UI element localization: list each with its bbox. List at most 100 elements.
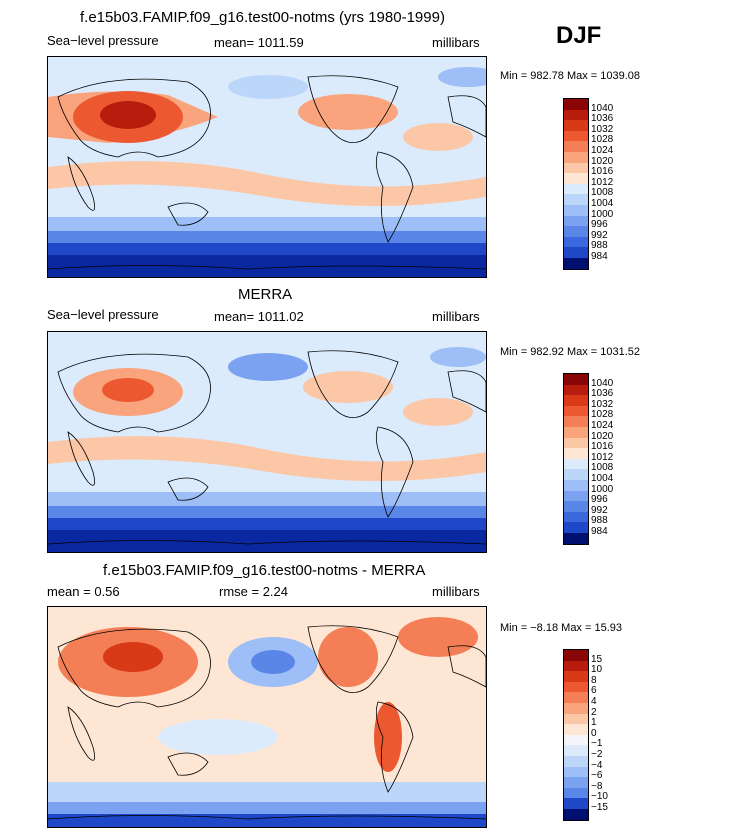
colorbar-tick-label: 0 [591, 727, 597, 739]
colorbar-tick-label: 1036 [591, 388, 614, 400]
colorbar-swatch [564, 437, 588, 449]
colorbar-tick-label: −4 [591, 759, 603, 771]
colorbar-tick-label: −2 [591, 749, 603, 760]
colorbar-swatch [564, 511, 588, 523]
panel1-band-4 [48, 255, 486, 277]
colorbar-swatch [564, 173, 588, 184]
panel1-title: f.e15b03.FAMIP.f09_g16.test00-notms (yrs… [80, 9, 445, 26]
colorbar-tick-label: 1 [591, 717, 597, 729]
colorbar-tick-label: 1004 [591, 473, 614, 484]
colorbar-swatch [564, 660, 588, 672]
colorbar-tick-label: 984 [591, 251, 608, 262]
panel2-right-label: millibars [432, 309, 480, 324]
colorbar-tick-label: 10 [591, 664, 603, 676]
colorbar-tick-label: 1020 [591, 430, 614, 442]
colorbar-swatch [564, 734, 588, 746]
panel1-coastlines [48, 75, 486, 270]
panel1-band-3 [48, 243, 486, 255]
colorbar-tick-label: 1012 [591, 451, 614, 463]
colorbar-tick-label: 1028 [591, 409, 614, 421]
colorbar-swatch [564, 724, 588, 735]
colorbar-swatch [564, 745, 588, 756]
panel1-band-1 [48, 217, 486, 231]
colorbar-tick-label: 1028 [591, 134, 614, 146]
colorbar-swatch [564, 650, 588, 661]
colorbar-swatch [564, 490, 588, 502]
colorbar-tick-label: 2 [591, 706, 597, 718]
colorbar-swatch [564, 532, 588, 544]
panel1-na-high [298, 94, 398, 130]
colorbar-swatch [564, 787, 588, 799]
colorbar-tick-label: 1036 [591, 113, 614, 125]
colorbar-swatch [564, 501, 588, 512]
colorbar-swatch [564, 374, 588, 385]
panel1-band-2 [48, 231, 486, 243]
colorbar-tick-label: 1008 [591, 187, 614, 199]
panel2-na-high [303, 371, 393, 403]
panel3-title: f.e15b03.FAMIP.f09_g16.test00-notms - ME… [103, 562, 426, 579]
panel2-siberian-core [102, 378, 154, 402]
panel2-band-2 [48, 506, 486, 518]
colorbar-swatch [564, 395, 588, 406]
panel2-band-4 [48, 530, 486, 552]
colorbar-swatch [564, 671, 588, 682]
panel2-band-1 [48, 492, 486, 506]
colorbar-swatch [564, 681, 588, 693]
colorbar-swatch [564, 194, 588, 205]
colorbar-tick-label: 1020 [591, 155, 614, 167]
panel1-map [47, 56, 487, 278]
colorbar-tick-label: 1032 [591, 398, 614, 410]
colorbar-tick-label: −15 [591, 802, 608, 813]
colorbar-tick-label: 1024 [591, 145, 614, 156]
panel3-asia-core [103, 642, 163, 672]
panel2-atlantic-high [403, 398, 473, 426]
panel3-center-label: rmse = 2.24 [219, 584, 289, 599]
colorbar-tick-label: 8 [591, 674, 597, 686]
colorbar-swatch [564, 755, 588, 767]
colorbar-tick-label: 1008 [591, 462, 614, 474]
panel1-right-label: millibars [432, 35, 480, 50]
colorbar-swatch [564, 405, 588, 417]
colorbar-swatch [564, 236, 588, 248]
colorbar-tick-label: 992 [591, 229, 608, 241]
colorbar-tick-label: 1032 [591, 123, 614, 135]
panel2-band-3 [48, 518, 486, 530]
colorbar-swatch [564, 416, 588, 427]
colorbar-tick-label: 996 [591, 219, 608, 231]
panel2-colorbar [563, 373, 589, 545]
panel1-colorbar [563, 98, 589, 270]
panel3-na-positive [318, 627, 378, 687]
colorbar-swatch [564, 702, 588, 714]
panel3-pacific-core [251, 650, 295, 674]
colorbar-swatch [564, 141, 588, 152]
colorbar-swatch [564, 713, 588, 725]
colorbar-swatch [564, 257, 588, 269]
colorbar-swatch [564, 777, 588, 788]
panel3-coastlines [48, 625, 486, 820]
colorbar-swatch [564, 151, 588, 163]
panel1-subtropical-high-south [48, 161, 486, 206]
panel3-map-svg [48, 607, 486, 827]
panel1-siberian-core [100, 101, 156, 129]
colorbar-tick-label: 1000 [591, 208, 614, 220]
panel2-map-svg [48, 332, 486, 552]
colorbar-swatch [564, 522, 588, 533]
colorbar-swatch [564, 458, 588, 470]
colorbar-swatch [564, 130, 588, 142]
panel1-icelandic-low [438, 67, 486, 87]
panel3-left-label: mean = 0.56 [47, 584, 120, 599]
colorbar-swatch [564, 384, 588, 396]
colorbar-tick-label: 1024 [591, 420, 614, 431]
colorbar-tick-label: 1016 [591, 166, 614, 178]
colorbar-tick-label: 988 [591, 240, 608, 252]
panel2-center-label: mean= 1011.02 [214, 309, 304, 324]
colorbar-tick-label: 1004 [591, 198, 614, 209]
colorbar-tick-label: 996 [591, 494, 608, 506]
colorbar-swatch [564, 798, 588, 809]
colorbar-tick-label: 1040 [591, 102, 614, 114]
colorbar-swatch [564, 766, 588, 778]
colorbar-swatch [564, 109, 588, 121]
colorbar-tick-label: 15 [591, 653, 603, 665]
panel1-center-label: mean= 1011.59 [214, 35, 304, 50]
panel3-band-3 [48, 814, 486, 827]
